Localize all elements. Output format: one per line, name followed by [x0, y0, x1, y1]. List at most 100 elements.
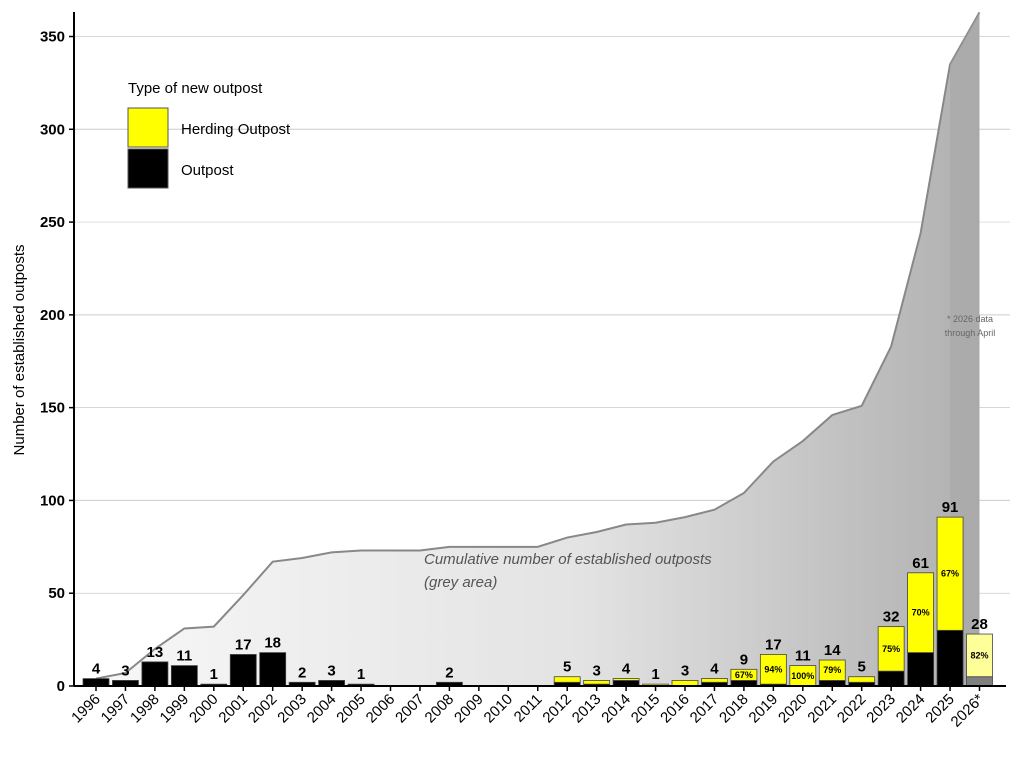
x-tick-label: 2021: [804, 691, 840, 727]
bar-outpost: [229, 654, 257, 687]
x-tick-label: 2001: [215, 691, 251, 727]
bar-total-label: 3: [592, 662, 600, 679]
x-tick-label: 1997: [98, 691, 134, 727]
bar-total-label: 17: [235, 636, 252, 653]
bar-herding: [612, 678, 640, 681]
y-tick-label: 150: [40, 400, 65, 417]
x-tick-label: 2016: [657, 691, 693, 727]
bar-percent-label: 79%: [823, 665, 841, 675]
bar-percent-label: 67%: [735, 670, 753, 680]
bar-total-label: 18: [264, 635, 281, 652]
y-tick-label: 250: [40, 214, 65, 231]
x-tick-label: 2022: [834, 691, 870, 727]
bar-total-label: 1: [357, 666, 365, 683]
cumulative-line: [95, 11, 981, 680]
y-axis-title: Number of established outposts: [11, 245, 28, 456]
y-tick-label: 200: [40, 307, 65, 324]
bar-total-label: 11: [795, 648, 811, 665]
bar-percent-label: 75%: [882, 644, 900, 654]
bar-outpost: [877, 670, 905, 687]
bar-total-label: 28: [971, 616, 988, 633]
bar-total-label: 1: [210, 666, 218, 683]
x-tick-label: 2019: [746, 691, 782, 727]
legend-label-herding: Herding Outpost: [181, 121, 291, 138]
cumulative-annotation-line2: (grey area): [424, 574, 497, 591]
x-tick-label: 2014: [598, 691, 634, 727]
bar-total-label: 13: [147, 644, 164, 661]
x-tick-label: 2012: [539, 691, 575, 727]
bar-total-label: 2: [445, 664, 453, 681]
x-tick-label: 2024: [893, 691, 929, 727]
x-tick-label: 2009: [451, 691, 487, 727]
bar-total-label: 4: [92, 661, 101, 678]
cumulative-area: [95, 11, 981, 686]
bar-herding: [701, 678, 728, 683]
bar-percent-label: 100%: [791, 671, 814, 681]
x-tick-label: 2015: [628, 691, 664, 727]
bar-herding: [907, 572, 934, 653]
bar-total-label: 61: [912, 555, 929, 572]
bar-outpost: [170, 665, 198, 687]
y-tick-label: 50: [48, 585, 65, 602]
bar-herding: [848, 676, 876, 683]
cumulative-annotation-line1: Cumulative number of established outpost…: [424, 551, 712, 568]
y-tick-label: 0: [57, 678, 65, 695]
axes: 0501001502002503003501996199719981999200…: [40, 12, 1006, 731]
x-tick-label: 2013: [569, 691, 605, 727]
x-tick-label: 2010: [481, 691, 517, 727]
bar-total-label: 2: [298, 664, 306, 681]
bar-total-label: 17: [765, 636, 782, 653]
bar-herding: [818, 659, 846, 681]
x-tick-label: 2000: [186, 691, 222, 727]
y-tick-label: 300: [40, 121, 65, 138]
x-tick-label: 1996: [68, 691, 104, 727]
y-tick-label: 350: [40, 29, 65, 46]
bar-herding: [583, 680, 611, 685]
x-tick-label: 2003: [274, 691, 310, 727]
x-tick-label: 1998: [127, 691, 163, 727]
bar-herding: [877, 626, 905, 672]
gridlines: [74, 36, 1010, 594]
bar-total-label: 5: [858, 659, 866, 676]
bar-herding: [553, 676, 581, 683]
bar-herding: [759, 654, 787, 685]
bar-total-label: 14: [824, 642, 841, 659]
bar-outpost: [82, 678, 110, 687]
x-tick-label: 2020: [775, 691, 811, 727]
bar-outpost: [141, 661, 169, 687]
x-tick-label: 2011: [511, 691, 546, 726]
bar-outpost: [936, 629, 964, 687]
bar-total-label: 5: [563, 659, 571, 676]
bar-total-label: 3: [121, 662, 129, 679]
x-tick-label: 2005: [333, 691, 369, 727]
y-tick-label: 100: [40, 492, 65, 509]
bar-total-label: 1: [651, 666, 659, 683]
legend-title: Type of new outpost: [128, 80, 263, 97]
x-tick-label: 2018: [716, 691, 752, 727]
legend: Type of new outpost Herding Outpost Outp…: [127, 80, 291, 189]
cumulative-area-fill: [96, 12, 980, 686]
bars: [82, 516, 993, 687]
bar-total-label: 4: [622, 661, 631, 678]
bar-percent-label: 82%: [970, 650, 988, 660]
bar-total-label: 3: [681, 662, 689, 679]
legend-label-outpost: Outpost: [181, 162, 234, 179]
x-tick-label: 2007: [392, 691, 428, 727]
bar-outpost: [259, 652, 287, 687]
bar-herding: [966, 633, 993, 678]
footnote-line1: * 2026 data: [947, 314, 993, 324]
bar-herding: [730, 668, 758, 681]
bar-total-label: 4: [710, 661, 719, 678]
x-tick-label: 2002: [245, 691, 281, 727]
x-tick-label: 1999: [157, 691, 193, 727]
legend-swatch-outpost: [127, 148, 169, 189]
bar-total-label: 32: [883, 609, 900, 626]
bar-total-label: 91: [942, 499, 959, 516]
legend-swatch-herding: [127, 107, 169, 148]
bar-herding: [936, 516, 964, 631]
bar-total-label: 9: [740, 651, 748, 668]
bar-percent-label: 70%: [912, 608, 930, 618]
x-tick-label: 2008: [422, 691, 458, 727]
